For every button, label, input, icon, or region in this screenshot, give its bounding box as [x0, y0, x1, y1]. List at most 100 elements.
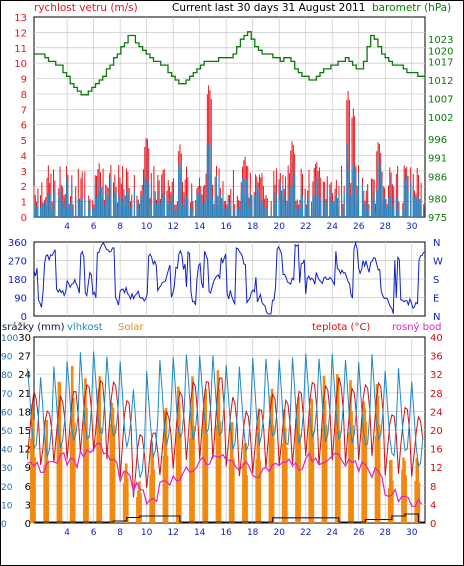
x-tick-label: 28: [380, 222, 392, 232]
solar-bar: [245, 475, 248, 523]
wind-tick-label: 6: [21, 121, 27, 132]
baro-tick-label: 986: [428, 172, 447, 183]
x-tick-label: 10: [141, 222, 153, 232]
temp-tick-label: 8: [430, 482, 436, 493]
wind-tick-label: 12: [14, 28, 27, 39]
x-tick-label: 6: [91, 528, 97, 538]
dir-tick-label: 180: [8, 275, 27, 286]
temperature-line: [26, 377, 424, 498]
baro-tick-label: 996: [428, 135, 447, 146]
temp-tick-label: 20: [430, 426, 443, 437]
solar-bar: [364, 421, 368, 523]
humidity-tick-label: 12: [18, 445, 31, 456]
wind-axis-title: rychlost vetru (m/s): [34, 2, 138, 14]
humidity-tick-label: 27: [18, 352, 31, 363]
rain-tick-label: 60: [1, 408, 13, 418]
humidity-tick-label: 21: [18, 389, 31, 400]
baro-tick-label: 1002: [428, 113, 453, 124]
dir-tick-label: 270: [8, 257, 27, 268]
x-tick-label: 12: [167, 222, 178, 232]
temp-tick-label: 36: [430, 352, 443, 363]
temp-tick-label: 0: [430, 519, 436, 530]
rain-line: [34, 513, 425, 523]
wind-tick-label: 4: [21, 151, 27, 162]
wind-tick-label: 10: [14, 59, 27, 70]
x-tick-label: 26: [353, 222, 365, 232]
dew-axis-title: rosný bod: [392, 321, 441, 333]
x-tick-label: 12: [167, 528, 178, 538]
compass-label: N: [433, 238, 440, 249]
temp-tick-label: 4: [430, 500, 436, 511]
solar-bar: [72, 422, 76, 523]
wind-tick-label: 8: [21, 90, 27, 101]
humidity-tick-label: 9: [25, 463, 31, 474]
x-tick-label: 22: [300, 528, 311, 538]
baro-tick-label: 1023: [428, 35, 453, 46]
wind-tick-label: 7: [21, 105, 27, 116]
dir-tick-label: 0: [21, 312, 27, 323]
wind-tick-label: 5: [21, 136, 27, 147]
wind-tick-label: 3: [21, 167, 27, 178]
wind-tick-label: 9: [21, 75, 27, 86]
x-tick-label: 16: [220, 528, 232, 538]
baro-tick-label: 1007: [428, 94, 453, 105]
baro-tick-label: 991: [428, 154, 447, 165]
temp-tick-label: 28: [430, 389, 443, 400]
temp-humidity-panel: 4 6 8 10 12 14 16 18 20 22 24 26 28 30100908070605040…: [1, 333, 443, 538]
humidity-tick-label: 3: [25, 500, 31, 511]
solar-bar: [112, 424, 116, 523]
solar-bar: [99, 427, 103, 523]
x-tick-label: 16: [220, 222, 232, 232]
compass-label: E: [433, 294, 439, 305]
x-tick-label: 28: [380, 528, 392, 538]
x-tick-label: 18: [247, 528, 259, 538]
solar-bar: [46, 460, 50, 523]
baro-tick-label: 975: [428, 213, 447, 224]
x-tick-label: 30: [406, 528, 418, 538]
solar-bar: [165, 455, 169, 523]
rain-tick-label: 10: [1, 501, 13, 511]
rain-axis-title: srážky (mm): [2, 321, 65, 333]
solar-bar: [33, 456, 36, 523]
solar-bar: [258, 460, 262, 523]
humidity-tick-label: 18: [18, 407, 31, 418]
humidity-axis-title: vlhkost: [67, 322, 103, 333]
temp-tick-label: 32: [430, 370, 443, 381]
baro-axis-title: barometr (hPa): [372, 2, 451, 14]
x-tick-label: 6: [91, 222, 97, 232]
compass-label: S: [433, 275, 439, 286]
solar-bar: [152, 469, 156, 523]
temp-tick-label: 12: [430, 463, 443, 474]
x-tick-label: 18: [247, 222, 259, 232]
barometer-line: [34, 31, 426, 96]
temp-axis-title: teplota (°C): [312, 322, 370, 333]
compass-label: N: [433, 312, 440, 323]
solar-bar: [311, 431, 315, 523]
solar-bar: [338, 430, 341, 523]
x-tick-label: 22: [300, 222, 311, 232]
baro-tick-label: 1020: [428, 46, 453, 57]
rain-tick-label: 100: [1, 334, 18, 344]
x-tick-label: 14: [194, 528, 206, 538]
wind-tick-label: 13: [14, 13, 27, 24]
x-tick-label: 24: [326, 222, 338, 232]
rain-tick-label: 90: [1, 353, 13, 363]
x-tick-label: 24: [326, 528, 338, 538]
solar-bar: [59, 441, 63, 523]
plot-area: [33, 16, 426, 218]
wind-tick-label: 2: [21, 182, 27, 193]
dir-tick-label: 90: [14, 294, 27, 305]
rain-tick-label: 0: [1, 520, 7, 530]
dew-point-line: [27, 442, 423, 508]
humidity-tick-label: 15: [18, 426, 31, 437]
solar-bar: [391, 480, 394, 523]
x-tick-label: 8: [117, 222, 123, 232]
solar-bar: [86, 435, 89, 523]
humidity-tick-label: 30: [18, 333, 31, 344]
temp-tick-label: 40: [430, 333, 443, 344]
x-tick-label: 10: [141, 528, 153, 538]
solar-bar: [232, 458, 235, 523]
solar-bar: [417, 482, 421, 523]
